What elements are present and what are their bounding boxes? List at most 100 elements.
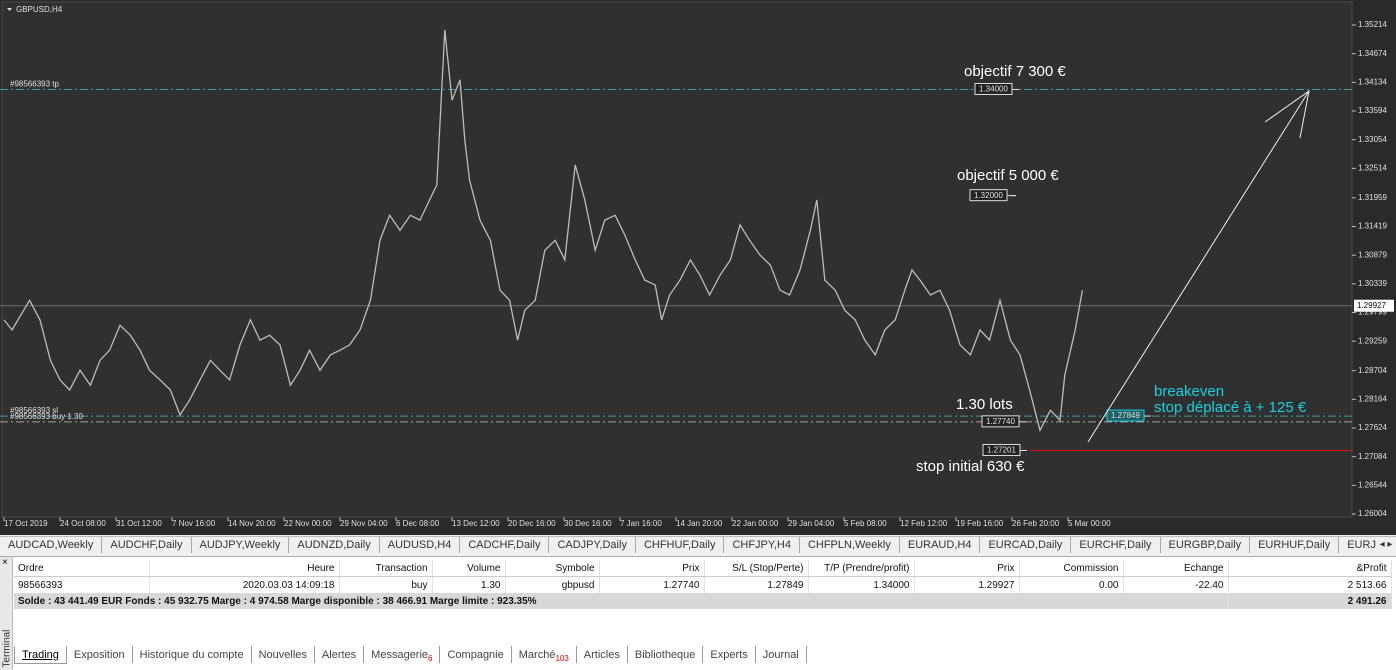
terminal-tab[interactable]: Experts bbox=[703, 646, 756, 663]
symbol-tab[interactable]: EURCAD,Daily bbox=[980, 537, 1072, 553]
tab-label: Nouvelles bbox=[258, 649, 307, 661]
tab-badge: 103 bbox=[555, 654, 569, 664]
symbol-tab[interactable]: EURHUF,Daily bbox=[1250, 537, 1340, 553]
close[interactable]: × bbox=[2, 557, 8, 568]
annotation: breakeven bbox=[1154, 383, 1224, 400]
column-header[interactable]: Prix bbox=[914, 560, 1020, 577]
chart-title: GBPUSD,H4 bbox=[16, 5, 63, 14]
terminal-tab[interactable]: Messagerie6 bbox=[364, 646, 441, 663]
y-tick-label: 1.30879 bbox=[1358, 250, 1387, 259]
terminal-tab[interactable]: Trading bbox=[14, 646, 67, 664]
y-tick-label: 1.28164 bbox=[1358, 394, 1387, 403]
symbol-tab[interactable]: CHFHUF,Daily bbox=[636, 537, 725, 553]
y-tick-label: 1.30339 bbox=[1358, 279, 1387, 288]
column-header[interactable]: &Profit bbox=[1228, 560, 1392, 577]
tab-scroll[interactable]: ◂ ▸ bbox=[1376, 537, 1396, 555]
x-tick-label: 29 Jan 04:00 bbox=[788, 519, 835, 528]
x-tick-label: 29 Nov 04:00 bbox=[340, 519, 388, 528]
symbol-tab[interactable]: AUDUSD,H4 bbox=[380, 537, 461, 553]
column-header[interactable]: Symbole bbox=[505, 560, 600, 577]
terminal-tab[interactable]: Nouvelles bbox=[252, 646, 315, 663]
summary-row: Solde : 43 441.49 EUR Fonds : 45 932.75 … bbox=[14, 593, 1392, 609]
symbol-tab[interactable]: CADJPY,Daily bbox=[549, 537, 636, 553]
column-header[interactable]: T/P (Prendre/profit) bbox=[808, 560, 915, 577]
symbol-tabs: AUDCAD,Weekly AUDCHF,Daily AUDJPY,Weekly AU… bbox=[0, 536, 1396, 555]
x-tick-label: 12 Feb 12:00 bbox=[900, 519, 948, 528]
tab-label: Compagnie bbox=[447, 649, 504, 661]
column-header[interactable]: Prix bbox=[599, 560, 705, 577]
cell: 1.27849 bbox=[704, 576, 809, 593]
x-tick-label: 22 Jan 00:00 bbox=[732, 519, 779, 528]
terminal-tab[interactable]: Compagnie bbox=[440, 646, 512, 663]
tab-label: Journal bbox=[762, 649, 799, 661]
terminal-tab[interactable]: Alertes bbox=[315, 646, 365, 663]
terminal-tab[interactable]: Marché103 bbox=[512, 646, 577, 663]
chart: GBPUSD,H4 1.352141.346741.341341.335941.… bbox=[0, 0, 1396, 535]
summary-profit: 2 491.26 bbox=[1228, 593, 1392, 609]
x-tick-label: 13 Dec 12:00 bbox=[452, 519, 500, 528]
column-header[interactable]: Volume bbox=[432, 560, 506, 577]
terminal-tabs: Trading Exposition Historique du compte Nou… bbox=[14, 646, 807, 666]
y-tick-label: 1.29259 bbox=[1358, 336, 1387, 345]
annotation: stop initial 630 € bbox=[916, 458, 1025, 475]
tab-label: Articles bbox=[583, 649, 620, 661]
level-tag: #98566393 sl bbox=[10, 406, 58, 415]
order-row[interactable]: 98566393 2020.03.03 14:09:18 buy 1.30 gbpusd… bbox=[14, 576, 1392, 593]
terminal-side: × Terminal bbox=[0, 557, 13, 670]
current-price-box bbox=[1354, 299, 1394, 312]
x-tick-label: 14 Nov 20:00 bbox=[228, 519, 276, 528]
y-tick-label: 1.35214 bbox=[1358, 20, 1387, 29]
cell: 0.00 bbox=[1019, 576, 1124, 593]
terminal-tab[interactable]: Bibliotheque bbox=[628, 646, 704, 663]
plot-area bbox=[1, 1, 1353, 518]
y-tick-label: 1.33594 bbox=[1358, 106, 1387, 115]
level-label: 1.27849 bbox=[1111, 411, 1140, 420]
y-tick-label: 1.29799 bbox=[1358, 308, 1387, 317]
menu-arrow[interactable] bbox=[7, 8, 12, 11]
tab-label: Exposition bbox=[73, 649, 125, 661]
column-header[interactable]: Commission bbox=[1019, 560, 1124, 577]
symbol-tab[interactable]: AUDCHF,Daily bbox=[102, 537, 192, 553]
terminal-tab[interactable]: Historique du compte bbox=[133, 646, 252, 663]
x-tick-label: 20 Dec 16:00 bbox=[508, 519, 556, 528]
cell: 98566393 bbox=[14, 576, 150, 593]
x-tick-label: 14 Jan 20:00 bbox=[676, 519, 723, 528]
cell: 2 513.66 bbox=[1228, 576, 1392, 593]
level-tag: #98566393 buy 1.30 bbox=[10, 412, 84, 421]
orders-table: Ordre Heure Transaction Volume Symbole Prix S/… bbox=[14, 560, 1392, 609]
tab-label: Trading bbox=[22, 649, 59, 661]
y-tick-label: 1.26004 bbox=[1358, 509, 1387, 518]
symbol-tab[interactable]: EURAUD,H4 bbox=[900, 537, 981, 553]
symbol-tab[interactable]: CHFPLN,Weekly bbox=[800, 537, 900, 553]
chart-layer: 1.35214 1.34674 1.34134 1.33594 1.33054 1.325… bbox=[0, 20, 1394, 528]
x-tick-label: 22 Nov 00:00 bbox=[284, 519, 332, 528]
column-header[interactable]: Transaction bbox=[339, 560, 433, 577]
annotation: objectif 7 300 € bbox=[964, 63, 1066, 80]
symbol-tab[interactable]: AUDCAD,Weekly bbox=[0, 537, 103, 553]
level-label: 1.32000 bbox=[974, 191, 1003, 200]
x-tick-label: 7 Jan 16:00 bbox=[620, 519, 662, 528]
y-tick-label: 1.33054 bbox=[1358, 135, 1387, 144]
column-header[interactable]: Ordre bbox=[14, 560, 150, 577]
column-header[interactable]: Heure bbox=[149, 560, 340, 577]
annotation: 1.30 lots bbox=[956, 396, 1013, 413]
tab-label: Alertes bbox=[321, 649, 357, 661]
symbol-tab[interactable]: EURCHF,Daily bbox=[1071, 537, 1161, 553]
y-tick-label: 1.31419 bbox=[1358, 222, 1387, 231]
terminal-tab[interactable]: Articles bbox=[577, 646, 628, 663]
symbol-tab[interactable]: EURGBP,Daily bbox=[1161, 537, 1251, 553]
y-tick-label: 1.27084 bbox=[1358, 452, 1387, 461]
symbol-tab[interactable]: AUDNZD,Daily bbox=[289, 537, 380, 553]
symbol-tab[interactable]: CHFJPY,H4 bbox=[724, 537, 800, 553]
column-header[interactable]: Echange bbox=[1123, 560, 1229, 577]
x-tick-label: 26 Feb 20:00 bbox=[1012, 519, 1060, 528]
column-header[interactable]: S/L (Stop/Perte) bbox=[704, 560, 809, 577]
terminal-tab[interactable]: Exposition bbox=[67, 646, 133, 663]
terminal-tab[interactable]: Journal bbox=[756, 646, 807, 663]
symbol-tab[interactable]: CADCHF,Daily bbox=[460, 537, 550, 553]
header-row: Ordre Heure Transaction Volume Symbole Prix S/… bbox=[14, 560, 1392, 577]
tab-label: Bibliotheque bbox=[634, 649, 696, 661]
cell: 1.34000 bbox=[808, 576, 915, 593]
symbol-tab[interactable]: AUDJPY,Weekly bbox=[192, 537, 290, 553]
